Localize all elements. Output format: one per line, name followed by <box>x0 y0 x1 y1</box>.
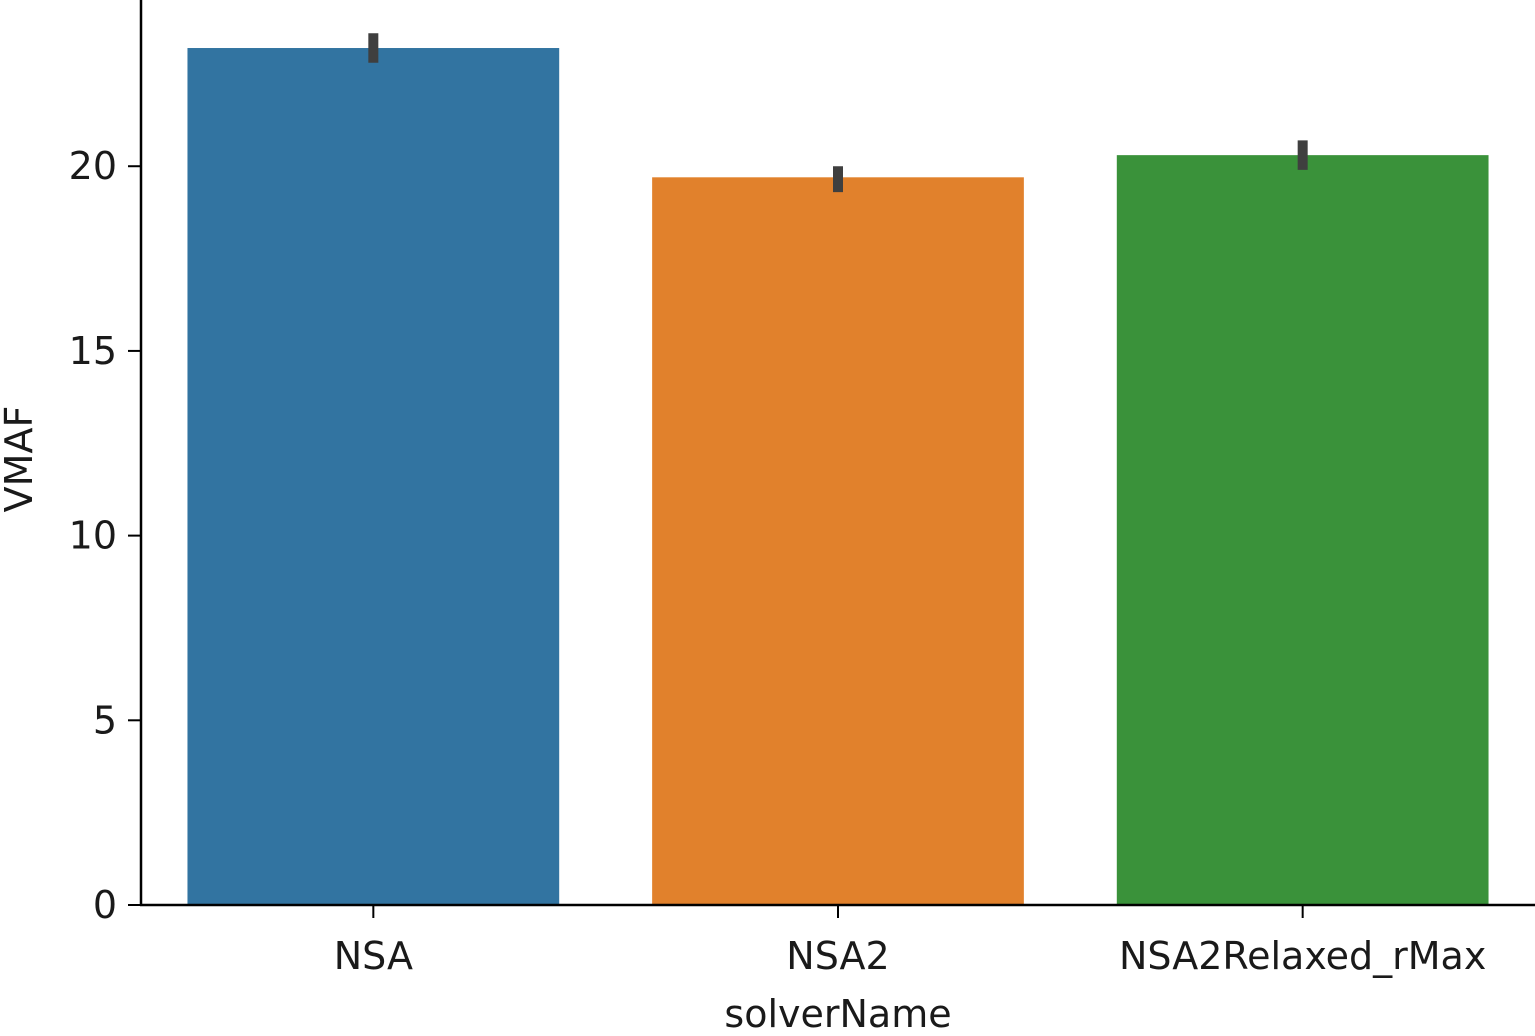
x-axis-label: solverName <box>724 992 951 1036</box>
bar-nsa2relaxed-rmax <box>1116 155 1489 906</box>
error-bars-layer <box>368 33 1308 193</box>
x-ticks-layer: NSA NSA2 NSA2Relaxed_rMax <box>334 905 1486 978</box>
x-tick-label: NSA2Relaxed_rMax <box>1119 934 1486 978</box>
x-tick-label: NSA2 <box>786 934 889 978</box>
y-ticks-layer: 0 5 10 15 20 <box>69 144 141 927</box>
y-tick-label: 5 <box>93 698 117 742</box>
y-tick-label: 0 <box>93 883 117 927</box>
y-tick-label: 20 <box>69 144 117 188</box>
y-tick-label: 15 <box>69 329 117 373</box>
y-tick-label: 10 <box>69 514 117 558</box>
x-tick-label: NSA <box>334 934 413 978</box>
y-axis-label: VMAF <box>0 406 41 513</box>
bars-layer <box>187 48 1489 906</box>
bar-nsa <box>187 48 560 906</box>
bar-nsa2 <box>652 177 1024 905</box>
